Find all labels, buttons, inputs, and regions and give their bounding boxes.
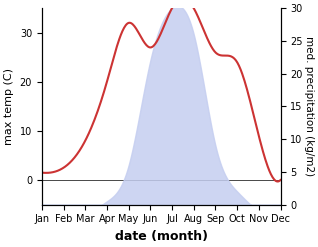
X-axis label: date (month): date (month) bbox=[115, 230, 208, 243]
Y-axis label: max temp (C): max temp (C) bbox=[4, 68, 14, 145]
Y-axis label: med. precipitation (kg/m2): med. precipitation (kg/m2) bbox=[304, 36, 314, 176]
